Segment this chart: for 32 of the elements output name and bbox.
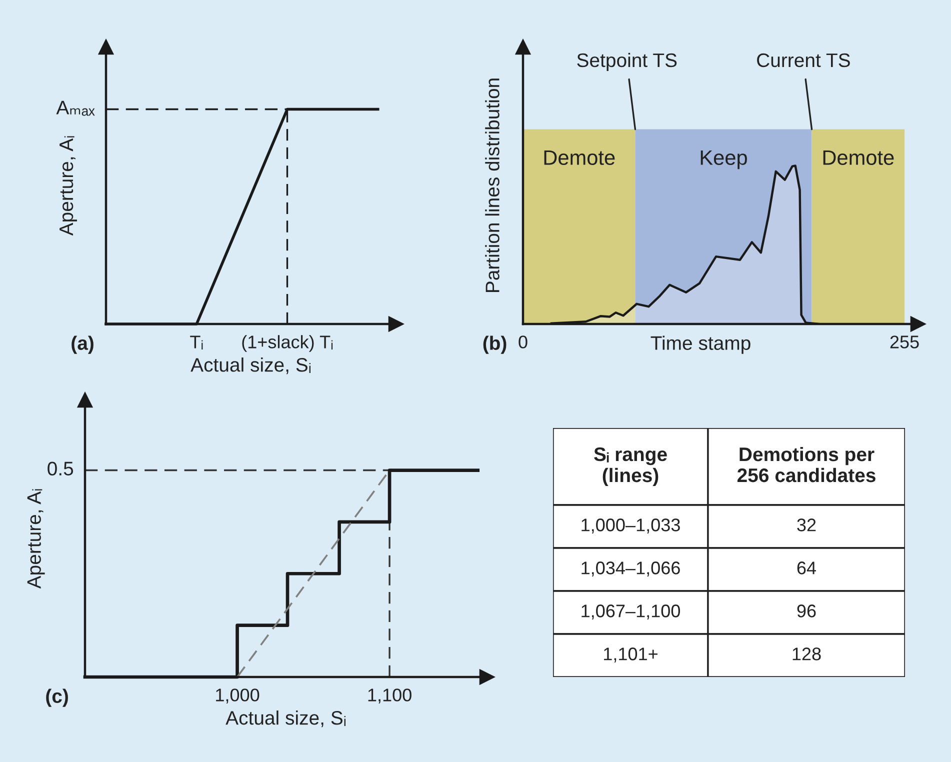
text: Sᵢ range (lines) [594, 447, 667, 486]
y-axis-title: Partition lines distribution [485, 78, 500, 292]
data-label: 32 [797, 518, 816, 532]
x-tick-label: 1,000 [216, 688, 260, 704]
x-tick-label: 0 [518, 336, 528, 348]
x-axis-title: Actual size, Sᵢ [190, 358, 310, 374]
annotation: 0.5 [48, 462, 74, 476]
data-label: 64 [797, 562, 816, 574]
x-tick-label: (1+slack) Tᵢ [242, 335, 333, 352]
category-label: 1,101+ [604, 648, 658, 662]
category-label: 1,034–1,066 [582, 562, 680, 576]
category-label: 1,000–1,033 [582, 518, 680, 534]
annotation: Setpoint TS [577, 52, 677, 71]
x-tick-label: 255 [890, 336, 919, 348]
text: (b) [483, 336, 506, 354]
text: Aₘₐₓ [56, 100, 95, 116]
band-label: Demote [544, 150, 615, 165]
data-label: 96 [797, 604, 816, 618]
band-label: Keep [700, 150, 747, 170]
band-label: Demote [823, 150, 894, 165]
text: (c) [46, 688, 68, 707]
x-tick-label: Tᵢ [190, 336, 203, 350]
x-tick-label: 1,100 [368, 688, 412, 704]
y-axis-title: Aperture, Aᵢ [27, 489, 45, 589]
text: (a) [72, 336, 94, 354]
data-label: 128 [792, 648, 821, 660]
category-label: 1,067–1,100 [582, 604, 680, 620]
x-axis-title: Actual size, Sᵢ [226, 710, 346, 728]
y-axis-title: Aperture, Aᵢ [60, 136, 77, 236]
x-axis-title: Time stamp [650, 336, 750, 354]
annotation: Current TS [757, 53, 850, 68]
text: Demotions per 256 candidates [737, 446, 876, 482]
